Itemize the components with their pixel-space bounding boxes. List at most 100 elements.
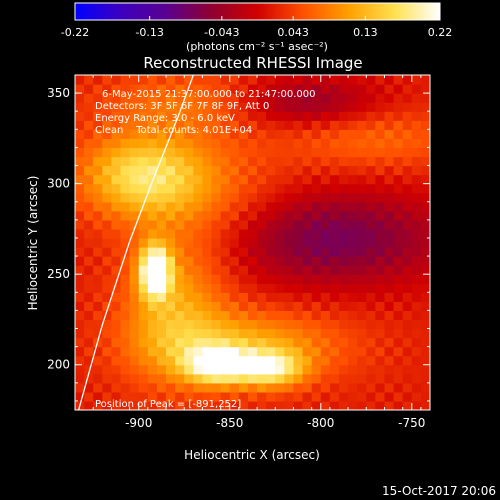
heatmap-cell — [93, 228, 103, 239]
heatmap-cell — [102, 247, 113, 257]
heatmap-cell — [411, 156, 422, 167]
heatmap-cell — [329, 201, 340, 212]
heatmap-cell — [247, 84, 258, 94]
heatmap-cell — [138, 111, 149, 121]
heatmap-cell — [175, 219, 185, 230]
heatmap-cell — [229, 274, 240, 284]
heatmap-cell — [156, 292, 167, 302]
heatmap-cell — [348, 120, 358, 130]
heatmap-cell — [375, 156, 386, 167]
heatmap-cell — [202, 237, 213, 248]
heatmap-cell — [202, 364, 213, 375]
heatmap-cell — [84, 111, 94, 121]
heatmap-cell — [129, 373, 140, 384]
heatmap-cell — [175, 183, 185, 194]
heatmap-cell — [257, 201, 267, 212]
heatmap-cell — [93, 265, 103, 275]
heatmap-cell — [257, 84, 267, 94]
heatmap-cell — [366, 93, 376, 103]
heatmap-cell — [129, 382, 140, 393]
heatmap-cell — [75, 292, 85, 302]
heatmap-cell — [366, 301, 376, 312]
heatmap-cell — [129, 219, 140, 230]
heatmap-cell — [184, 75, 194, 85]
heatmap-cell — [338, 228, 349, 239]
heatmap-cell — [302, 355, 313, 366]
heatmap-cell — [156, 364, 167, 375]
heatmap-cell — [93, 274, 103, 284]
heatmap-cell — [184, 382, 194, 393]
heatmap-cell — [247, 165, 258, 176]
heatmap-cell — [238, 274, 249, 284]
x-tick-label: -850 — [216, 416, 243, 430]
heatmap-cell — [384, 301, 395, 312]
heatmap-cell — [402, 247, 413, 257]
heatmap-cell — [156, 84, 167, 94]
heatmap-cell — [156, 93, 167, 103]
heatmap-cell — [293, 310, 304, 321]
heatmap-cell — [320, 364, 331, 375]
heatmap-cell — [357, 337, 367, 348]
heatmap-cell — [84, 228, 94, 239]
heatmap-cell — [393, 93, 404, 103]
heatmap-cell — [284, 210, 295, 221]
heatmap-cell — [184, 156, 194, 167]
heatmap-cell — [266, 247, 276, 257]
heatmap-cell — [284, 310, 295, 321]
heatmap-cell — [211, 328, 222, 339]
heatmap-cell — [138, 129, 149, 139]
heatmap-cell — [357, 165, 367, 176]
heatmap-cell — [375, 183, 386, 194]
heatmap-cell — [357, 256, 367, 266]
heatmap-cell — [293, 319, 304, 330]
heatmap-cell — [284, 292, 295, 302]
heatmap-cell — [375, 247, 386, 257]
heatmap-cell — [329, 274, 340, 284]
heatmap-cell — [129, 364, 140, 375]
heatmap-cell — [275, 201, 285, 212]
heatmap-cell — [338, 256, 349, 266]
heatmap-cell — [166, 75, 176, 85]
heatmap-cell — [257, 147, 267, 158]
heatmap-cell — [120, 192, 131, 203]
y-tick-label: 200 — [47, 358, 70, 372]
heatmap-cell — [147, 75, 158, 85]
heatmap-cell — [257, 192, 267, 203]
heatmap-cell — [402, 93, 413, 103]
heatmap-cell — [111, 156, 122, 167]
heatmap-cell — [138, 183, 149, 194]
heatmap-cell — [402, 138, 413, 149]
heatmap-cell — [93, 201, 103, 212]
heatmap-cell — [247, 328, 258, 339]
heatmap-cell — [284, 256, 295, 266]
heatmap-cell — [211, 165, 222, 176]
heatmap-cell — [166, 201, 176, 212]
heatmap-cell — [284, 75, 295, 85]
heatmap-cell — [184, 237, 194, 248]
heatmap-cell — [202, 373, 213, 384]
heatmap-cell — [84, 292, 94, 302]
heatmap-cell — [111, 292, 122, 302]
heatmap-cell — [411, 174, 422, 185]
heatmap-cell — [111, 265, 122, 275]
heatmap-cell — [202, 210, 213, 221]
heatmap-cell — [302, 256, 313, 266]
heatmap-cell — [211, 147, 222, 158]
heatmap-cell — [338, 210, 349, 221]
heatmap-cell — [93, 292, 103, 302]
heatmap-cell — [120, 328, 131, 339]
heatmap-cell — [166, 382, 176, 393]
heatmap-cell — [75, 265, 85, 275]
heatmap-cell — [175, 301, 185, 312]
heatmap-cell — [329, 111, 340, 121]
colorbar-tick-label: -0.043 — [204, 26, 239, 39]
heatmap-cell — [293, 265, 304, 275]
heatmap-cell — [320, 228, 331, 239]
heatmap-cell — [257, 228, 267, 239]
heatmap-cell — [366, 228, 376, 239]
heatmap-cell — [257, 337, 267, 348]
heatmap-cell — [138, 382, 149, 393]
heatmap-cell — [184, 138, 194, 149]
heatmap-cell — [357, 228, 367, 239]
heatmap-cell — [129, 111, 140, 121]
